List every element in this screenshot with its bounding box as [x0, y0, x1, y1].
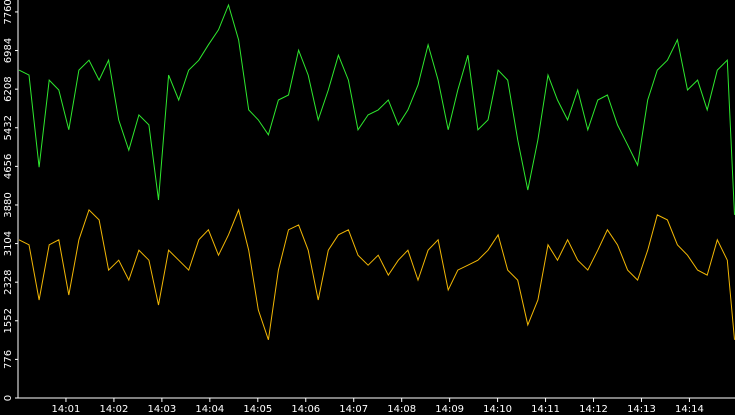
x-tick-label: 14:06	[291, 404, 320, 415]
y-tick-label: 7760	[3, 0, 14, 25]
y-tick-label: 0	[3, 395, 14, 401]
series-line	[18, 3, 735, 215]
x-tick-label: 14:11	[531, 404, 560, 415]
x-tick-label: 14:14	[675, 404, 704, 415]
y-tick-label: 1552	[3, 308, 14, 333]
x-tick-label: 14:02	[100, 404, 129, 415]
x-tick-label: 14:04	[195, 404, 224, 415]
x-tick-label: 14:05	[243, 404, 272, 415]
y-tick-label: 2328	[3, 269, 14, 294]
y-tick-label: 6208	[3, 76, 14, 101]
x-tick-label: 14:12	[579, 404, 608, 415]
x-tick-label: 14:13	[627, 404, 656, 415]
x-tick-label: 14:03	[147, 404, 176, 415]
x-tick-label: 14:07	[339, 404, 368, 415]
y-tick-label: 4656	[3, 154, 14, 179]
x-tick-label: 14:08	[387, 404, 416, 415]
y-tick-label: 3104	[3, 231, 14, 256]
series-line	[18, 208, 735, 340]
x-tick-label: 14:10	[483, 404, 512, 415]
x-tick-label: 14:09	[435, 404, 464, 415]
y-tick-label: 5432	[3, 115, 14, 140]
y-tick-label: 776	[3, 350, 14, 369]
y-tick-label: 6984	[3, 38, 14, 63]
x-tick-label: 14:01	[52, 404, 81, 415]
y-tick-label: 3880	[3, 192, 14, 217]
